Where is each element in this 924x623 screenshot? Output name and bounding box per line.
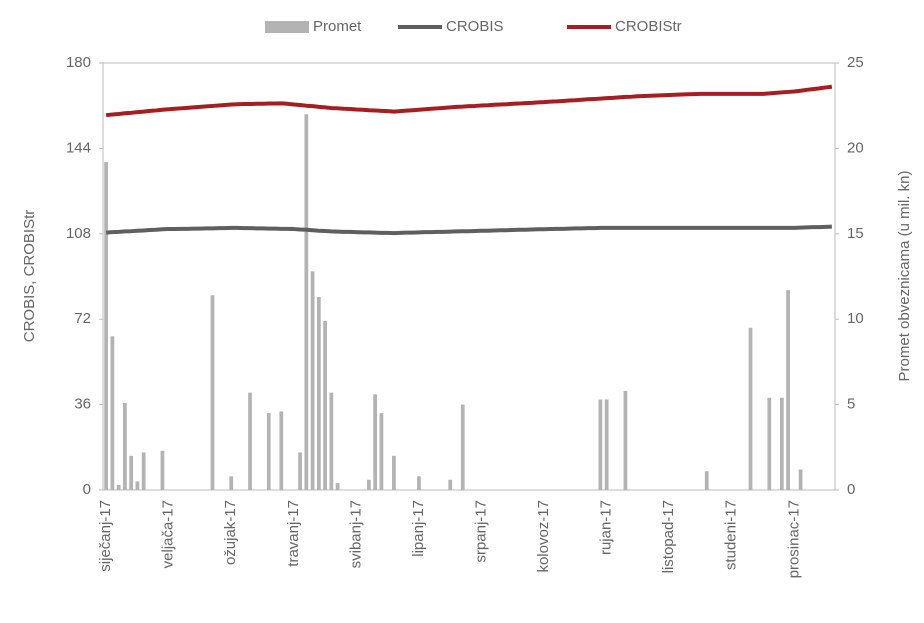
x-tick-label: svibanj-17 xyxy=(347,500,364,568)
y-tick-label: 180 xyxy=(66,54,91,71)
y-axis-title: CROBIS, CROBIStr xyxy=(21,210,38,343)
bar xyxy=(329,392,334,490)
bar xyxy=(798,469,803,490)
legend-label: CROBIS xyxy=(446,18,504,35)
bar xyxy=(141,452,146,490)
bar xyxy=(123,402,127,490)
bar xyxy=(786,290,790,490)
y-tick-label: 108 xyxy=(66,225,91,242)
bar xyxy=(210,295,215,490)
y-tick-label: 144 xyxy=(66,139,91,156)
bar xyxy=(279,411,284,490)
x-tick-label: veljača-17 xyxy=(160,500,177,568)
bar xyxy=(392,455,396,490)
bar xyxy=(310,271,315,490)
bar xyxy=(110,336,115,490)
bar xyxy=(373,394,378,490)
y-tick-label: 0 xyxy=(83,481,91,498)
legend-label: Promet xyxy=(313,18,362,35)
bar xyxy=(417,476,421,490)
line-series xyxy=(105,84,833,118)
x-tick-label: kolovoz-17 xyxy=(535,500,552,573)
x-tick-label: travanj-17 xyxy=(285,500,302,567)
bar xyxy=(779,397,784,490)
y2-tick-label: 0 xyxy=(847,481,855,498)
bar xyxy=(266,413,271,490)
bar xyxy=(316,296,321,490)
bar xyxy=(598,399,603,490)
bar xyxy=(448,479,453,490)
bar xyxy=(748,327,753,490)
bar xyxy=(323,320,327,490)
bar xyxy=(229,476,234,490)
bar xyxy=(379,413,384,490)
line-series xyxy=(105,224,832,236)
y2-tick-label: 25 xyxy=(847,54,864,71)
x-tick-label: siječanj-17 xyxy=(97,500,114,572)
bar xyxy=(623,390,628,490)
bar xyxy=(335,483,340,490)
plot-frame xyxy=(102,62,836,491)
x-tick-label: studeni-17 xyxy=(723,500,740,570)
bar xyxy=(367,479,371,490)
bar xyxy=(304,114,309,491)
bar xyxy=(298,452,302,490)
x-tick-label: rujan-17 xyxy=(598,500,615,555)
y2-tick-label: 15 xyxy=(847,225,864,242)
bar xyxy=(704,471,709,490)
bar xyxy=(129,455,134,490)
x-tick-label: prosinac-17 xyxy=(785,500,802,578)
y2-tick-label: 10 xyxy=(847,310,864,327)
y2-tick-label: 20 xyxy=(847,139,864,156)
bar xyxy=(116,484,121,490)
bar xyxy=(104,162,109,490)
x-tick-label: ožujak-17 xyxy=(222,500,239,565)
x-tick-label: lipanj-17 xyxy=(410,500,427,557)
x-tick-label: listopad-17 xyxy=(660,500,677,573)
legend-label: CROBIStr xyxy=(615,18,682,35)
y2-axis-title: Promet obveznicama (u mil. kn) xyxy=(896,171,913,382)
bar xyxy=(460,404,465,490)
y-tick-label: 72 xyxy=(74,310,91,327)
bar xyxy=(248,392,252,490)
y2-tick-label: 5 xyxy=(847,396,855,413)
bar xyxy=(604,399,609,490)
bar xyxy=(135,481,140,490)
y-tick-label: 36 xyxy=(74,396,91,413)
x-tick-label: srpanj-17 xyxy=(472,500,489,563)
bar xyxy=(767,397,772,490)
legend-swatch xyxy=(265,21,309,33)
bar xyxy=(160,450,165,490)
